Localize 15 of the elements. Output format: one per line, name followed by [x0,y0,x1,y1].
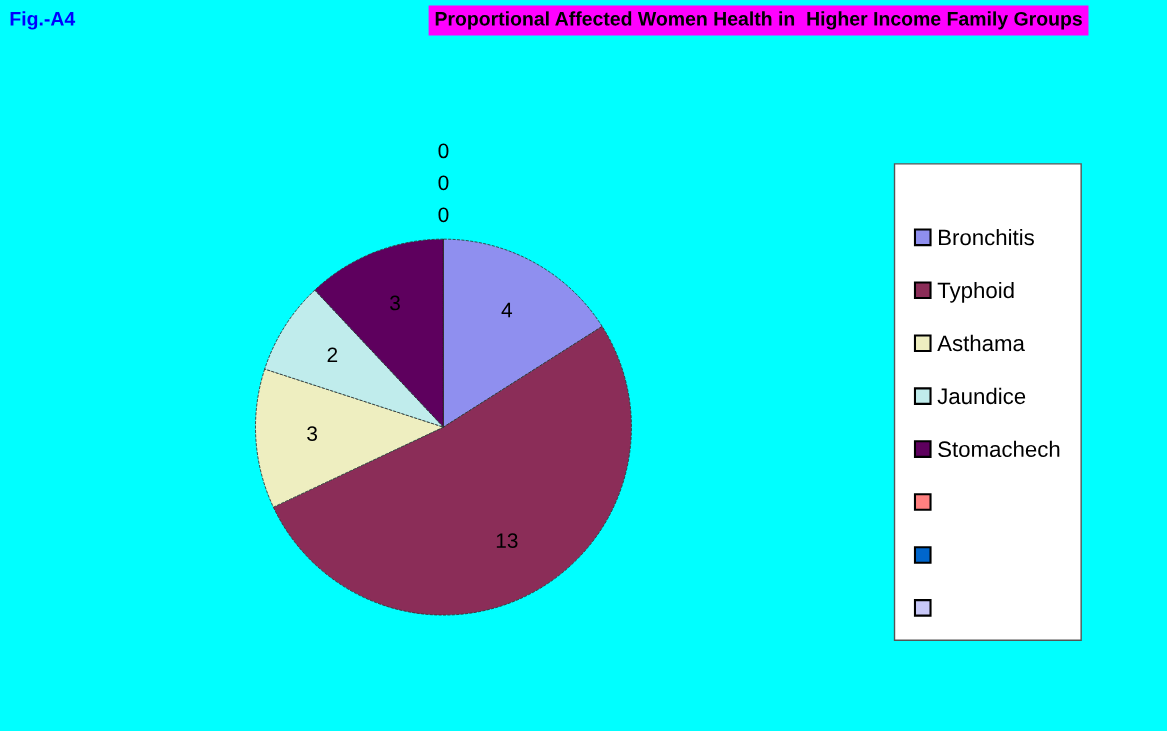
text: 0 [438,207,449,223]
legend-label: Stomachech [938,440,1060,458]
legend-label: Jaundice [937,387,1026,405]
legend-label: Bronchitis [939,229,1034,246]
data-label: 4 [501,302,513,318]
data-label: 3 [307,426,318,441]
legend-label: Asthama [937,334,1025,352]
legend-label: Typhoid [937,281,1014,303]
data-label: 2 [327,347,338,362]
text: 0 [438,175,449,191]
text: Fig.-A4 [10,11,76,30]
data-label: 13 [496,533,518,549]
data-label: 3 [390,295,400,311]
chart-title: Proportional Affected Women Health in Higher Income Family Groups [435,11,1082,30]
text: 0 [438,143,449,159]
